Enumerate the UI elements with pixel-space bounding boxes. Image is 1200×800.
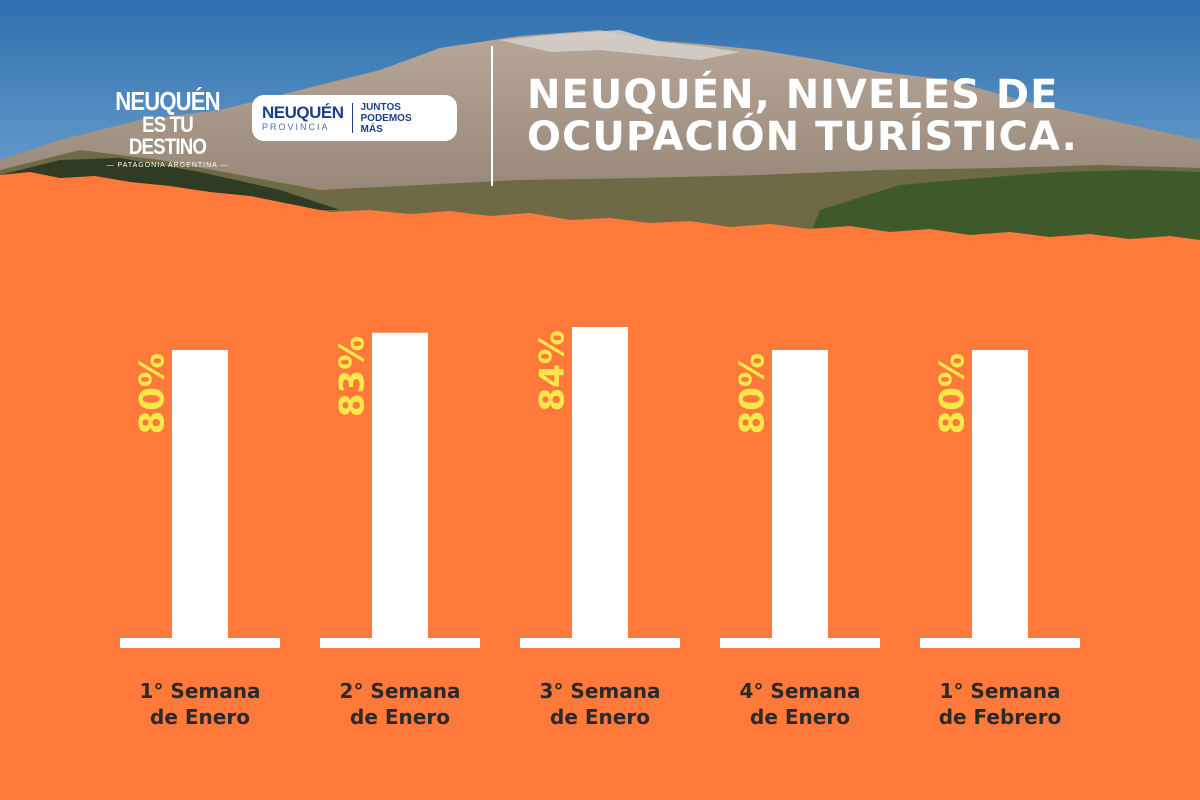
logo-left-line3: — PATAGONIA ARGENTINA — <box>106 162 229 169</box>
logo-right-sub: PROVINCIA <box>262 121 330 132</box>
bar-baseline <box>920 638 1080 648</box>
title-line-2: OCUPACIÓN TURÍSTICA. <box>527 114 1078 160</box>
neuquen-destino-logo: NEUQUÉN ES TU DESTINO — PATAGONIA ARGENT… <box>100 88 235 169</box>
category-label-line: 1° Semana <box>939 679 1061 703</box>
logo-right-slogan: JUNTOS PODEMOS MÁS <box>360 101 412 135</box>
value-label: 80% <box>933 353 973 434</box>
category-label-line: de Enero <box>750 705 850 729</box>
category-label: 1° Semana de Febrero <box>900 678 1100 730</box>
category-label-line: de Febrero <box>938 705 1062 729</box>
bar <box>572 327 628 638</box>
page-title: NEUQUÉN, NIVELES DE OCUPACIÓN TURÍSTICA. <box>527 74 1147 158</box>
neuquen-provincia-logo: NEUQUÉN PROVINCIA JUNTOS PODEMOS MÁS <box>252 95 457 141</box>
value-label: 80% <box>733 353 773 434</box>
category-label: 2° Semana de Enero <box>300 678 500 730</box>
value-label: 83% <box>333 336 373 417</box>
logo-divider <box>351 103 353 133</box>
title-line-1: NEUQUÉN, NIVELES DE <box>527 72 1059 118</box>
mountain-landscape-banner <box>0 0 1200 260</box>
header-divider <box>491 46 493 186</box>
category-label: 1° Semana de Enero <box>100 678 300 730</box>
category-label-line: 3° Semana <box>539 679 661 703</box>
category-label-line: 4° Semana <box>739 679 861 703</box>
bar-baseline <box>720 638 880 648</box>
bar-baseline <box>520 638 680 648</box>
bar <box>172 350 228 638</box>
category-label: 3° Semana de Enero <box>500 678 700 730</box>
category-label-line: 2° Semana <box>339 679 461 703</box>
bar <box>772 350 828 638</box>
bar <box>972 350 1028 638</box>
value-label: 80% <box>133 353 173 434</box>
logo-left-line2: ES TU DESTINO <box>128 112 207 159</box>
category-label-line: de Enero <box>550 705 650 729</box>
value-label: 84% <box>533 330 573 411</box>
bar-baseline <box>120 638 280 648</box>
category-label-line: de Enero <box>350 705 450 729</box>
bar-baseline <box>320 638 480 648</box>
category-label-line: 1° Semana <box>139 679 261 703</box>
bar <box>372 332 428 638</box>
logo-left-line1: NEUQUÉN <box>115 86 220 116</box>
category-label: 4° Semana de Enero <box>700 678 900 730</box>
category-label-line: de Enero <box>150 705 250 729</box>
logo-right-name: NEUQUÉN <box>262 102 344 122</box>
